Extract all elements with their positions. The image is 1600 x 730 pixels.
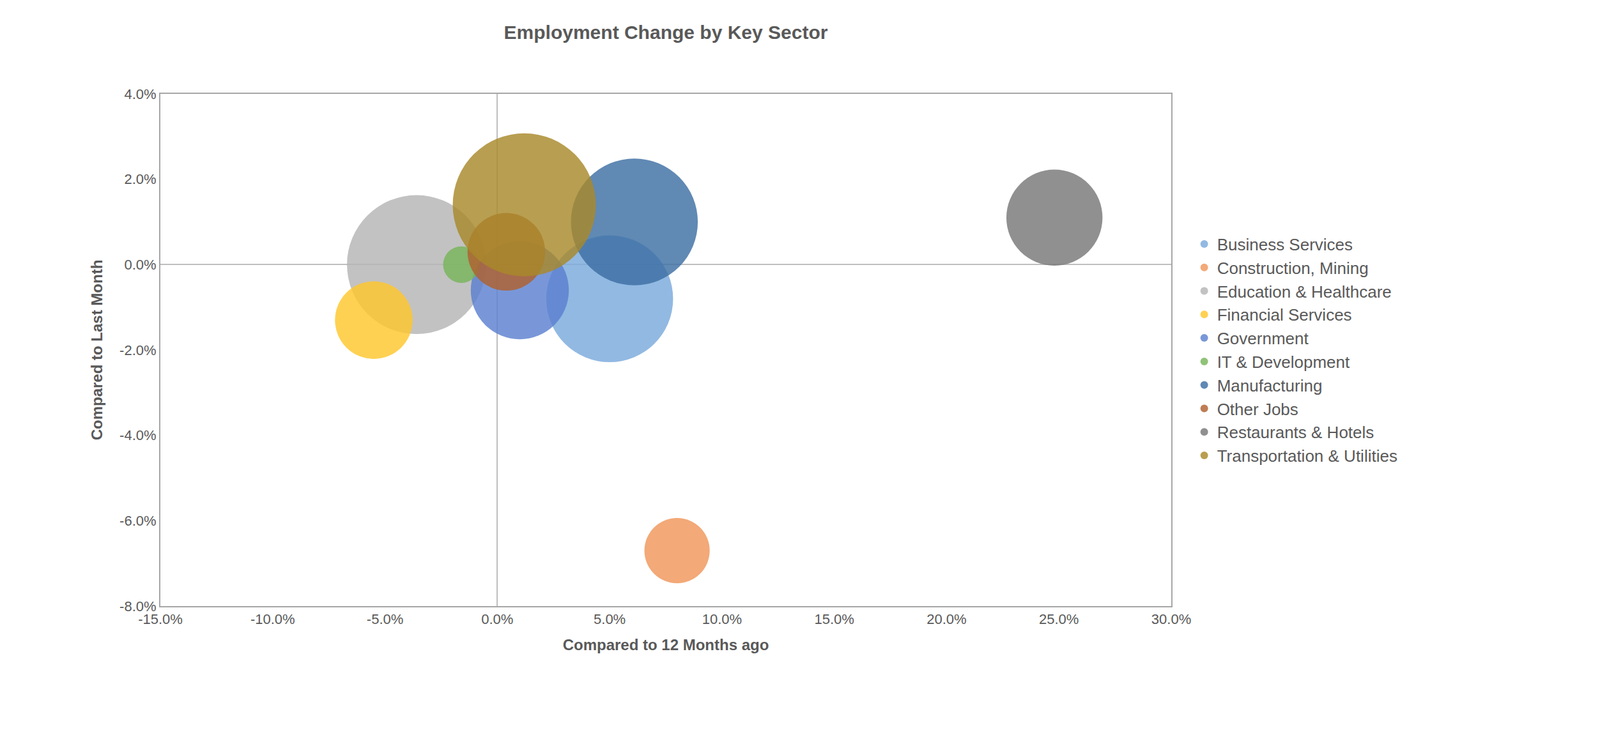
svg-text:2.0%: 2.0%: [123, 171, 156, 188]
svg-text:4.0%: 4.0%: [123, 86, 156, 103]
svg-text:15.0%: 15.0%: [814, 611, 854, 628]
svg-text:-8.0%: -8.0%: [119, 598, 156, 615]
svg-text:Business Services: Business Services: [1217, 235, 1353, 255]
svg-text:5.0%: 5.0%: [593, 611, 626, 628]
svg-text:IT & Development: IT & Development: [1217, 352, 1351, 372]
svg-text:-6.0%: -6.0%: [119, 513, 156, 530]
svg-text:0.0%: 0.0%: [123, 256, 156, 273]
svg-text:Restaurants & Hotels: Restaurants & Hotels: [1217, 423, 1375, 443]
svg-text:30.0%: 30.0%: [1151, 611, 1192, 628]
svg-text:-5.0%: -5.0%: [366, 611, 404, 628]
svg-text:-10.0%: -10.0%: [250, 611, 296, 628]
svg-text:10.0%: 10.0%: [702, 611, 742, 628]
svg-text:25.0%: 25.0%: [1038, 611, 1079, 628]
svg-text:Compared to 12 Months ago: Compared to 12 Months ago: [562, 636, 770, 654]
svg-text:Employment Change by Key Secto: Employment Change by Key Sector: [504, 21, 829, 43]
svg-text:20.0%: 20.0%: [926, 611, 967, 628]
svg-text:-15.0%: -15.0%: [138, 611, 183, 628]
svg-text:Transportation & Utilities: Transportation & Utilities: [1217, 446, 1398, 466]
svg-text:Construction, Mining: Construction, Mining: [1217, 258, 1369, 278]
svg-text:Other Jobs: Other Jobs: [1217, 400, 1299, 420]
svg-text:Government: Government: [1217, 329, 1310, 349]
svg-text:Financial Services: Financial Services: [1217, 305, 1353, 325]
svg-text:-2.0%: -2.0%: [119, 342, 156, 359]
svg-text:Compared to Last Month: Compared to Last Month: [88, 260, 106, 441]
svg-text:Education & Healthcare: Education & Healthcare: [1217, 282, 1392, 302]
svg-text:-4.0%: -4.0%: [119, 427, 156, 444]
svg-text:0.0%: 0.0%: [481, 611, 514, 628]
svg-text:Manufacturing: Manufacturing: [1217, 376, 1323, 396]
